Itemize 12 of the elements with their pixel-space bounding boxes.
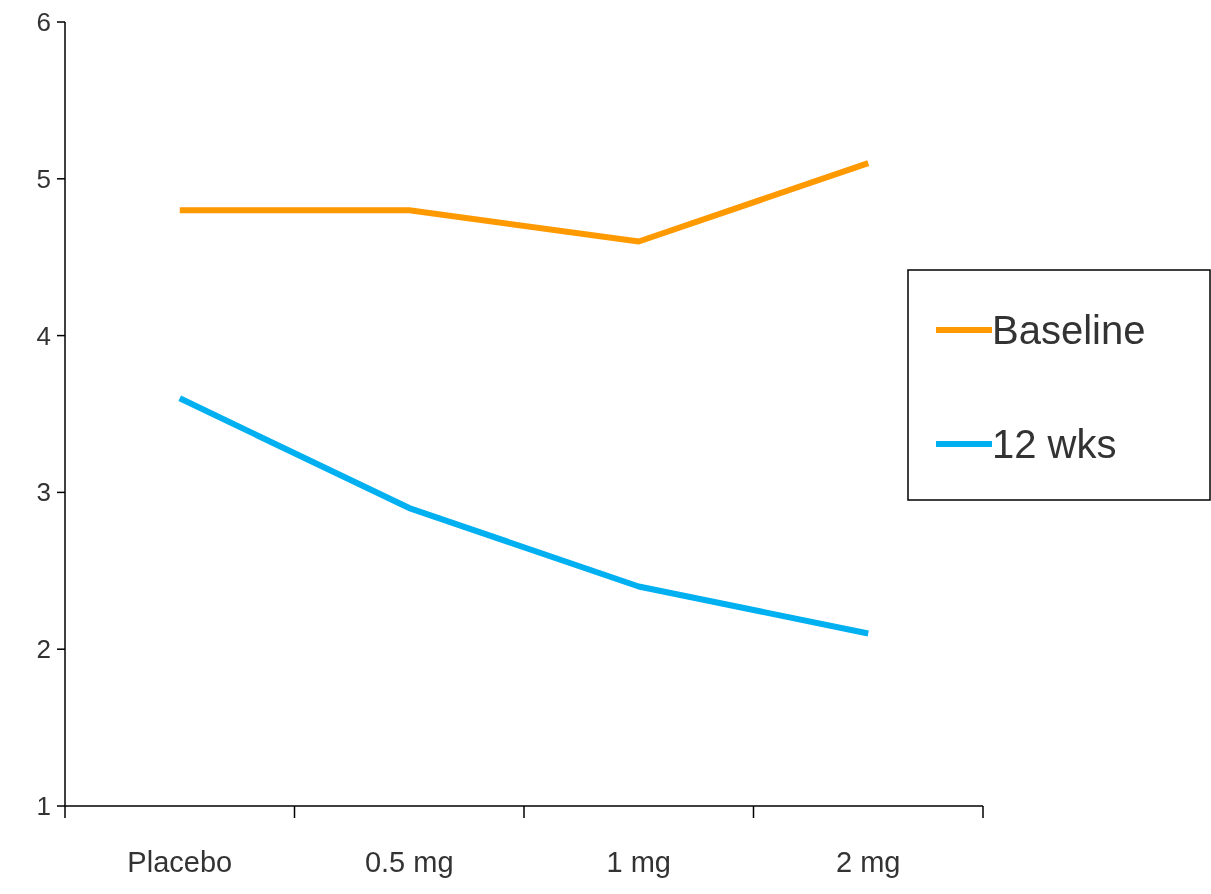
legend-label: Baseline xyxy=(992,308,1146,352)
y-tick-label: 3 xyxy=(36,477,51,508)
y-tick-label: 5 xyxy=(36,163,51,194)
x-tick-label: 1 mg xyxy=(606,846,671,878)
y-tick-label: 2 xyxy=(36,634,51,665)
x-tick-label: 2 mg xyxy=(836,846,901,878)
legend-label: 12 wks xyxy=(992,422,1117,466)
y-tick-label: 6 xyxy=(36,7,51,37)
x-tick-label: Placebo xyxy=(127,846,233,878)
y-tick-label: 4 xyxy=(36,320,51,351)
x-tick-label: 0.5 mg xyxy=(364,846,454,878)
y-tick-label: 1 xyxy=(36,791,51,821)
